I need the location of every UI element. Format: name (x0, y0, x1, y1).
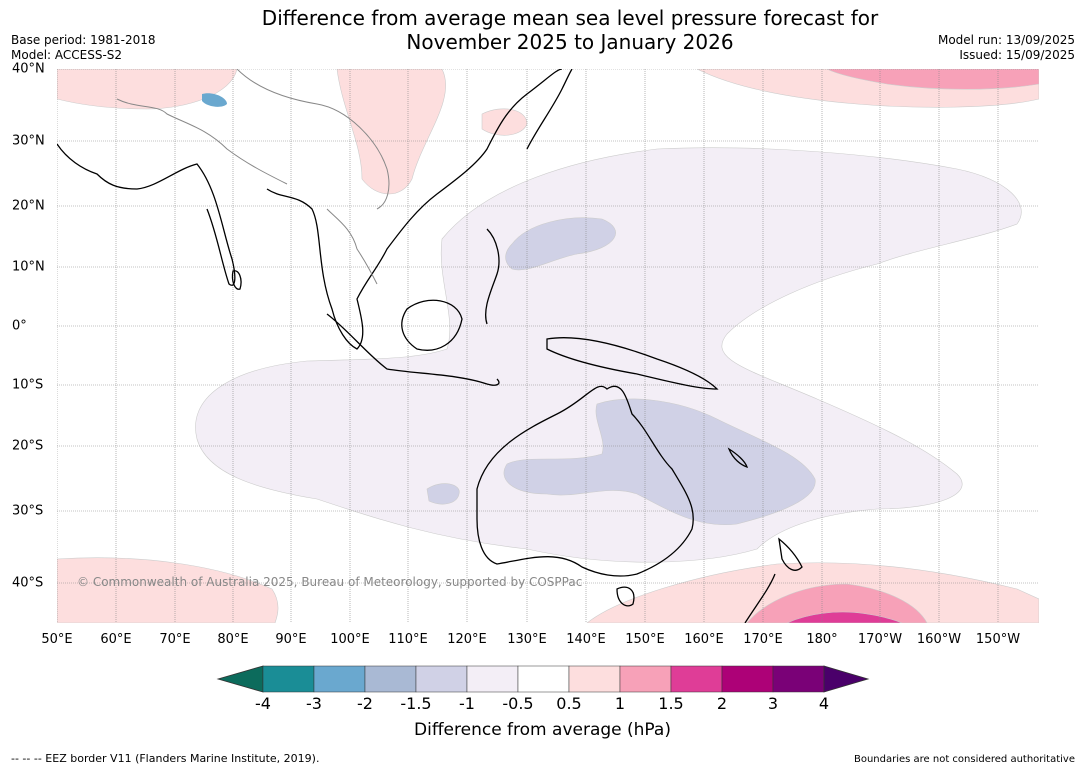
coastline-japan (526, 69, 573, 150)
colorbar-tick-label: 4 (818, 694, 830, 713)
lon-label: 60°E (100, 632, 132, 647)
border-indochina (326, 208, 378, 285)
positive-anomaly-region-southwest (57, 557, 279, 623)
positive-anomaly-region-east-asia (336, 69, 446, 195)
colorbar-tick-label: 1.5 (658, 694, 684, 713)
lon-label: 110°E (388, 632, 428, 647)
negative-anomaly-region-indian-ocean (426, 483, 460, 505)
lat-label: 20°N (12, 198, 45, 214)
coastline-new-zealand-north (778, 537, 803, 571)
colorbar-low-extension (216, 665, 264, 693)
chart-title: Difference from average mean sea level p… (200, 6, 940, 54)
map-canvas: © Commonwealth of Australia 2025, Bureau… (57, 69, 1039, 623)
strong-positive-anomaly-north-pacific (826, 69, 1039, 90)
coastline-philippines (485, 228, 500, 325)
coastline-australia (476, 385, 694, 577)
strong-positive-anomaly-southern-ocean (746, 583, 928, 623)
coastline-new-caledonia (727, 447, 749, 469)
lon-label: 80°E (217, 632, 249, 647)
colorbar-tick-label: -0.5 (502, 694, 534, 713)
colorbar-segment (619, 665, 672, 693)
negative-anomaly-region-australia (503, 398, 816, 526)
lon-label: 130°E (507, 632, 547, 647)
colorbar-tick-label: 1 (614, 694, 626, 713)
lon-label: 100°E (330, 632, 370, 647)
border-china (236, 69, 390, 210)
colorbar-tick-label: -1.5 (400, 694, 432, 713)
colorbar-tick-label: 0.5 (556, 694, 582, 713)
lat-label: 10°N (12, 259, 45, 275)
border-south-asia (116, 98, 288, 185)
lon-label: 70°E (159, 632, 191, 647)
negative-anomaly-region-north-pacific (195, 147, 1022, 563)
colorbar-title: Difference from average (hPa) (414, 720, 671, 740)
title-line-1: Difference from average mean sea level p… (261, 6, 879, 30)
positive-anomaly-region-japan (481, 108, 528, 136)
coastline-tasmania (616, 586, 635, 607)
boundaries-disclaimer: Boundaries are not considered authoritat… (853, 754, 1075, 765)
lat-label: 30°N (12, 133, 45, 149)
lat-label: 30°S (12, 503, 44, 519)
lon-label: 150°W (975, 632, 1021, 647)
coastline-arabia-india (57, 143, 236, 286)
country-borders (116, 69, 390, 285)
lon-label: 50°E (41, 632, 73, 647)
coastline-new-guinea (546, 337, 719, 390)
coastline-new-zealand-south (744, 573, 776, 623)
colorbar-tick-label: 2 (716, 694, 728, 713)
coastline-sri-lanka (231, 270, 242, 290)
coastline-borneo (401, 299, 463, 351)
lat-label: 20°S (12, 438, 44, 454)
colorbar-tick-label: -1 (459, 694, 475, 713)
positive-anomaly-region-central-asia (57, 69, 238, 110)
colorbar-tick-label: -3 (306, 694, 322, 713)
title-line-2: November 2025 to January 2026 (406, 30, 734, 54)
colorbar (216, 665, 870, 693)
pressure-anomaly-map: © Commonwealth of Australia 2025, Bureau… (57, 69, 1039, 623)
colorbar-tick-label: -4 (255, 694, 271, 713)
colorbar-segment (364, 665, 417, 693)
model-name: Model: ACCESS-S2 (11, 48, 123, 62)
colorbar-segment (517, 665, 570, 693)
negative-anomaly-region-philippines (505, 217, 616, 271)
lat-label: 10°S (12, 377, 44, 393)
copyright-notice: © Commonwealth of Australia 2025, Bureau… (77, 575, 582, 589)
lon-label: 170°E (743, 632, 783, 647)
model-run: Model run: 13/09/2025 (937, 33, 1075, 47)
lat-label: 40°N (12, 61, 45, 77)
colorbar-segment (262, 665, 315, 693)
lon-label: 160°E (684, 632, 724, 647)
colorbar-segment (466, 665, 519, 693)
eez-legend: -- -- -- EEZ border V11 (Flanders Marine… (11, 752, 320, 765)
lon-label: 90°E (275, 632, 307, 647)
very-strong-positive-anomaly-southern-ocean (786, 611, 903, 623)
lon-label: 120°E (447, 632, 487, 647)
lon-label: 170°W (857, 632, 903, 647)
issued-date: Issued: 15/09/2025 (959, 48, 1075, 62)
colorbar-high-extension (823, 665, 870, 693)
colorbar-tick-label: -2 (357, 694, 373, 713)
lat-label: 40°S (12, 575, 44, 591)
anomaly-shading (57, 69, 1039, 623)
colorbar-tick-label: 3 (767, 694, 779, 713)
colorbar-segment (670, 665, 723, 693)
lon-label: 180° (806, 632, 838, 647)
base-period: Base period: 1981-2018 (11, 33, 156, 47)
negative-anomaly-spot-himalaya (202, 93, 227, 107)
gridlines (57, 69, 1039, 623)
lon-label: 150°E (625, 632, 665, 647)
lat-label: 0° (12, 318, 27, 334)
colorbar-segment (313, 665, 366, 693)
colorbar-segment (721, 665, 774, 693)
coastline-sumatra-java (326, 313, 500, 386)
colorbar-segment (772, 665, 825, 693)
lon-label: 160°W (916, 632, 962, 647)
colorbar-segment (568, 665, 621, 693)
colorbar-segment (415, 665, 468, 693)
lon-label: 140°E (566, 632, 606, 647)
